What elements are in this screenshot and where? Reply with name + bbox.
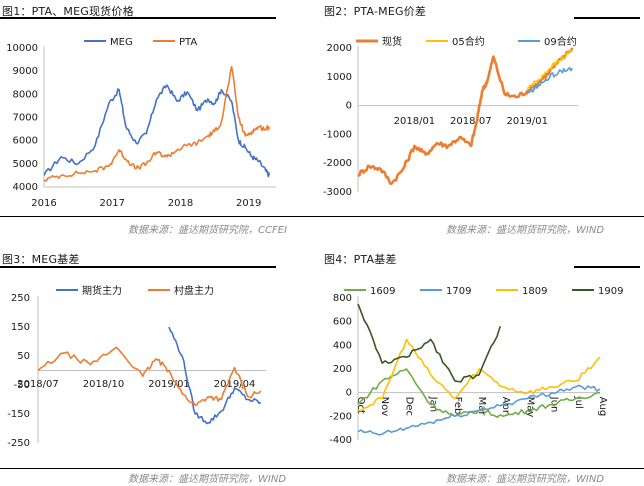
chart4-xtick-label: Nov: [379, 397, 390, 417]
chart1-xtick-label: 2019: [236, 198, 261, 209]
panel-1-source: 数据来源：盛达期货研究院，CCFEI: [128, 225, 287, 236]
chart2-xtick-label: 2019/01: [506, 116, 548, 127]
panel-3-title: 图3：MEG基差: [2, 253, 80, 266]
chart4-ytick-label: 200: [333, 364, 352, 375]
chart1-ytick-label: 8000: [13, 89, 38, 100]
chart3-series-期货主力-line: [168, 326, 262, 425]
chart3-legend-label: 村盘主力: [174, 284, 214, 297]
chart3-xtick-label: 2018/10: [83, 379, 125, 390]
chart2-legend-label: 现货: [382, 35, 402, 48]
chart3-xtick-label: 2019/01: [148, 379, 190, 390]
panel-2-title: 图2：PTA-MEG价差: [324, 5, 427, 18]
chart3-ytick-label: -150: [7, 409, 30, 420]
chart2-legend-label: 09合约: [544, 35, 577, 48]
chart1-ytick-label: 10000: [6, 43, 38, 54]
chart1-legend-label: PTA: [179, 37, 197, 48]
panel-4-source: 数据来源：盛达期货研究院，WIND: [446, 474, 605, 485]
chart2-ytick-label: 2000: [327, 43, 352, 54]
chart2-ytick-label: 1000: [327, 72, 352, 83]
chart4-xtick-label: Apr: [500, 397, 511, 415]
chart4-xtick-label: Aug: [597, 397, 608, 417]
chart1-xtick-label: 2016: [31, 198, 56, 209]
chart1-ytick-label: 4000: [13, 182, 38, 193]
chart4-ytick-label: 0: [346, 388, 352, 399]
chart2-xtick-label: 2018/01: [394, 116, 436, 127]
panel-2-source: 数据来源：盛达期货研究院，WIND: [446, 225, 605, 236]
chart3-series-村盘主力-line: [37, 346, 262, 407]
chart4-xtick-label: Oct: [355, 397, 366, 414]
chart3-xtick-label: 2018/07: [17, 379, 59, 390]
chart4-xtick-label: Feb: [452, 397, 463, 415]
chart4-xtick-label: Jun: [549, 396, 560, 413]
chart1-xtick-label: 2018: [168, 198, 193, 209]
chart4-ytick-label: 800: [333, 293, 352, 304]
chart3-ytick-label: 250: [11, 293, 30, 304]
chart4-ytick-label: 400: [333, 340, 352, 351]
chart1-ytick-label: 5000: [13, 159, 38, 170]
panel-3-title-rule: [0, 266, 276, 268]
chart4-series-1709-line: [357, 384, 601, 436]
chart2-series-现货-line: [357, 47, 574, 185]
chart1-ytick-label: 9000: [13, 66, 38, 77]
chart4-xtick-label: Mar: [476, 397, 487, 417]
chart4-xtick-label: Jul: [573, 396, 584, 409]
panel-1-bottom-rule: [0, 216, 644, 217]
chart2-ytick-label: -3000: [323, 187, 352, 198]
chart4-xtick-label: May: [524, 397, 535, 418]
chart2-xtick-label: 2018/07: [450, 116, 492, 127]
panel-1-title-rule: [0, 17, 276, 19]
chart3-ytick-label: 50: [17, 351, 30, 362]
chart4-ytick-label: -200: [329, 411, 352, 422]
chart2-series-05合约-line: [526, 49, 573, 90]
chart3-ytick-label: -250: [7, 438, 30, 449]
chart2-series-09合约-line: [526, 66, 574, 95]
chart4-xtick-label: Dec: [403, 397, 414, 416]
chart2-ytick-label: -2000: [323, 158, 352, 169]
chart4-legend-label: 1809: [522, 286, 547, 297]
chart1-ytick-label: 7000: [13, 113, 38, 124]
chart2-legend-label: 05合约: [452, 35, 485, 48]
panel-4-title-rule: [574, 266, 640, 268]
panel-2-title-rule: [574, 17, 640, 19]
panel-3-source: 数据来源：盛达期货研究院，WIND: [128, 474, 287, 485]
chart1-legend-label: MEG: [110, 37, 133, 48]
chart1-xtick-label: 2017: [100, 198, 125, 209]
panel-4-title: 图4：PTA基差: [324, 253, 397, 266]
chart1-ytick-label: 6000: [13, 136, 38, 147]
chart4-legend-label: 1909: [598, 286, 623, 297]
panel-3-bottom-rule: [0, 468, 644, 469]
chart4-legend-label: 1709: [446, 286, 471, 297]
chart1-series-MEG-line: [43, 84, 270, 178]
chart3-ytick-label: -50: [14, 380, 30, 391]
chart1-series-PTA-line: [43, 65, 270, 182]
chart3-ytick-label: 150: [11, 322, 30, 333]
chart2-ytick-label: -1000: [323, 129, 352, 140]
chart4-ytick-label: 600: [333, 317, 352, 328]
chart3-xtick-label: 2019/04: [214, 379, 256, 390]
chart4-ytick-label: -400: [329, 435, 352, 446]
chart4-legend-label: 1609: [370, 286, 395, 297]
chart3-legend-label: 期货主力: [82, 284, 122, 297]
chart2-ytick-label: 0: [346, 101, 352, 112]
chart4-series-1909-line: [357, 303, 501, 383]
panel-1-title: 图1：PTA、MEG现货价格: [2, 5, 134, 18]
